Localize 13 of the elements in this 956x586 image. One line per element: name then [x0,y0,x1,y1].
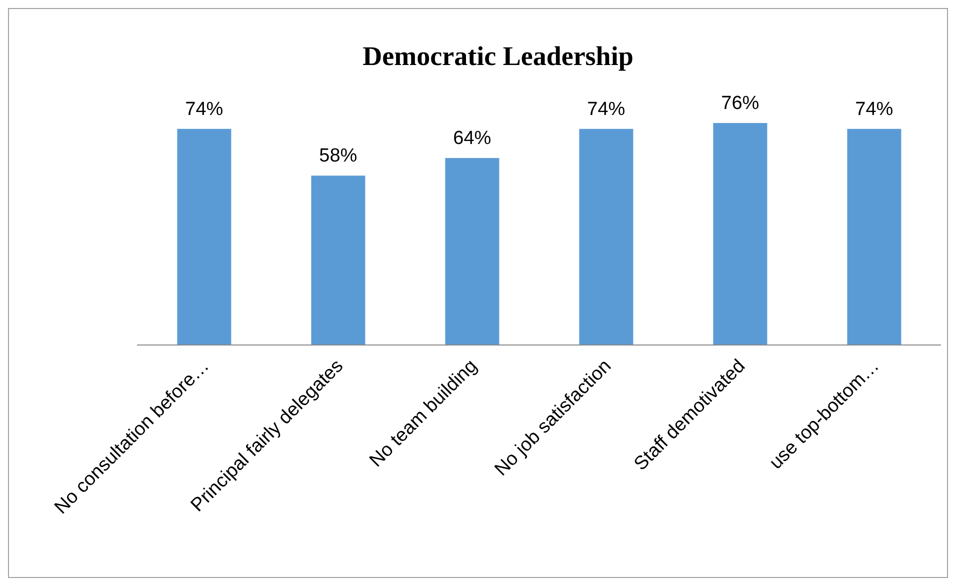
data-label: 58% [319,146,358,167]
bar [177,128,232,345]
bar [579,128,634,345]
bar [847,128,902,345]
chart-title: Democratic Leadership [362,41,634,72]
bar [713,123,768,345]
data-label: 74% [185,98,224,120]
data-label: 74% [855,98,894,120]
data-label: 64% [453,128,492,150]
data-label: 76% [721,93,760,114]
data-label: 74% [587,98,626,120]
bar [445,158,500,345]
bar [311,176,366,345]
